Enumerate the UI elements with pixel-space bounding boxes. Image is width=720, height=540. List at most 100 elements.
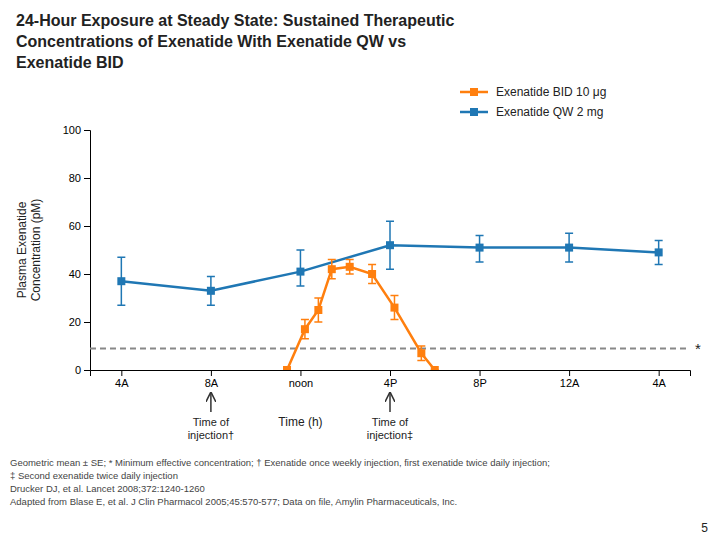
x-tick-label: noon [289, 377, 313, 389]
error-bar [207, 276, 215, 305]
error-bar [386, 221, 394, 269]
legend-item: Exenatide QW 2 mg [460, 105, 603, 119]
y-tick: 100 [63, 124, 90, 136]
marker [296, 268, 304, 276]
plot-area [90, 221, 690, 370]
title-line: Exenatide BID [16, 54, 124, 71]
error-bar [328, 260, 336, 279]
y-tick: 80 [69, 172, 90, 184]
y-tick-mark [84, 370, 90, 371]
y-axis: 0 20 40 60 80 100 [63, 124, 91, 376]
x-tick-label: 4P [384, 377, 397, 389]
legend-label: Exenatide QW 2 mg [496, 105, 603, 119]
y-tick: 20 [69, 316, 90, 328]
error-bar [346, 260, 354, 274]
x-tick: 8P [473, 370, 486, 389]
x-tick: 12A [560, 370, 580, 389]
y-tick-label: 60 [69, 220, 81, 232]
annotation-line: injection† [188, 429, 234, 441]
y-label: Plasma ExenatideConcentration (pM) [15, 199, 43, 302]
x-tick: 4A [115, 370, 129, 389]
y-tick-mark [84, 178, 90, 179]
error-bar [368, 264, 376, 283]
x-tick: 4A [652, 370, 666, 389]
marker [386, 241, 394, 249]
x-tick-mark [121, 370, 122, 376]
page-number: 5 [701, 521, 708, 535]
x-tick-mark [569, 370, 570, 376]
y-tick-label: 80 [69, 172, 81, 184]
error-bar [296, 250, 304, 286]
chart: 24-Hour Exposure at Steady State: Sustai… [0, 0, 720, 540]
footnote: ‡ Second exenatide twice daily injection [10, 470, 178, 481]
title: 24-Hour Exposure at Steady State: Sustai… [16, 12, 454, 71]
y-tick-mark [84, 226, 90, 227]
marker [390, 304, 398, 312]
title-line: Concentrations of Exenatide With Exenati… [16, 33, 406, 50]
x-tick-mark [390, 370, 391, 376]
error-bar [117, 257, 125, 305]
x-tick-mark [300, 370, 301, 376]
error-bar [655, 240, 663, 264]
y-tick-mark [84, 274, 90, 275]
title-line: 24-Hour Exposure at Steady State: Sustai… [16, 12, 454, 29]
error-bar [565, 233, 573, 262]
marker [346, 263, 354, 271]
series [117, 221, 662, 305]
x-tick-mark [480, 370, 481, 376]
annotation: Time ofinjection† [188, 416, 234, 441]
x-axis-line [91, 371, 691, 377]
x-tick: 8A [205, 370, 219, 389]
series [283, 260, 439, 370]
y-tick-label: 0 [75, 364, 81, 376]
error-bar [417, 346, 425, 360]
x-tick-label: 4A [652, 377, 666, 389]
marker [207, 287, 215, 295]
error-bar [301, 320, 309, 339]
legend-item: Exenatide BID 10 μg [460, 85, 606, 99]
footnote: Adapted from Blase E, et al. J Clin Phar… [10, 496, 457, 507]
marker [283, 366, 291, 370]
x-tick: noon [289, 370, 313, 389]
marker [565, 244, 573, 252]
x-tick-mark [659, 370, 660, 376]
annotation-arrow [210, 393, 212, 412]
annotation: Time ofinjection‡ [367, 416, 413, 441]
error-bar [390, 296, 398, 320]
x-axis: 4A 8A noon 4P 8P 12A 4A [91, 370, 691, 389]
error-bar [314, 298, 322, 322]
marker [328, 265, 336, 273]
x-tick-mark [211, 370, 212, 376]
marker [314, 306, 322, 314]
footnote: Geometric mean ± SE; * Minimum effective… [10, 457, 550, 468]
y-tick: 40 [69, 268, 90, 280]
reference-label: * [695, 340, 701, 357]
y-label-line: Concentration (pM) [29, 199, 43, 302]
marker [301, 325, 309, 333]
marker [417, 349, 425, 357]
x-label: Time (h) [278, 415, 322, 429]
annotation-line: Time of [193, 416, 230, 428]
reference-line [90, 347, 690, 349]
y-tick: 0 [75, 364, 90, 376]
y-axis-line [84, 131, 91, 371]
marker [431, 366, 439, 370]
annotation-line: injection‡ [367, 429, 413, 441]
y-label-group: Plasma ExenatideConcentration (pM) [15, 199, 43, 302]
marker [476, 244, 484, 252]
footnote: Drucker DJ, et al. Lancet 2008;372:1240-… [10, 483, 205, 494]
y-tick-label: 20 [69, 316, 81, 328]
y-tick: 60 [69, 220, 90, 232]
legend-label: Exenatide BID 10 μg [496, 85, 606, 99]
marker [368, 270, 376, 278]
y-tick-label: 40 [69, 268, 81, 280]
annotation-line: Time of [372, 416, 409, 428]
legend-swatch-marker [470, 108, 478, 116]
y-tick-mark [84, 130, 90, 131]
x-tick-label: 12A [560, 377, 580, 389]
x-tick-label: 8A [205, 377, 219, 389]
marker [655, 248, 663, 256]
y-tick-label: 100 [63, 124, 81, 136]
y-label-line: Plasma Exenatide [15, 201, 29, 298]
x-tick-label: 8P [473, 377, 486, 389]
